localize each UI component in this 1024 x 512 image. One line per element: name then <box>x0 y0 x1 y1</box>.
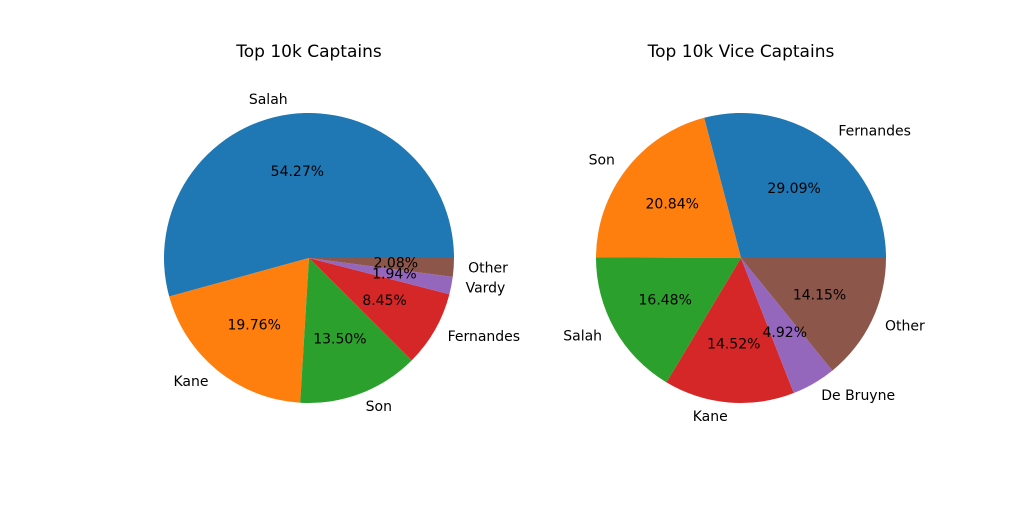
chart-title: Top 10k Captains <box>235 42 382 62</box>
pie-slice-other <box>741 258 886 371</box>
slice-percent-label: 20.84% <box>646 197 699 213</box>
pie-slice-fernandes <box>704 112 886 259</box>
pie-slice-vardy <box>309 258 453 295</box>
slice-label: Kane <box>693 409 728 425</box>
slice-percent-label: 54.27% <box>271 164 324 180</box>
slice-label: Vardy <box>466 280 506 296</box>
slice-label: Son <box>589 152 615 168</box>
pie-slice-son <box>300 258 412 403</box>
pie-slice-de-bruyne <box>741 258 833 394</box>
slice-percent-label: 29.09% <box>767 181 820 197</box>
pie-slice-fernandes <box>309 258 450 361</box>
pie-chart-captains: Top 10k Captains Salah 54.27% Kane 19.76% So… <box>164 42 520 415</box>
slice-label: Son <box>366 399 392 415</box>
slice-label: Salah <box>563 328 602 344</box>
pie-slice-salah <box>164 112 454 297</box>
pie-slice-kane <box>169 258 309 403</box>
slice-label: Other <box>468 260 508 276</box>
pie-slice-other <box>309 258 454 277</box>
pie-slice-kane <box>666 258 794 404</box>
slice-label: De Bruyne <box>821 388 895 404</box>
pie-chart-vice-captains: Top 10k Vice Captains Fernandes 29.09% Son… <box>563 42 925 425</box>
slice-percent-label: 13.50% <box>313 331 366 347</box>
slice-label: Other <box>885 319 925 335</box>
pie-slice-son <box>596 117 741 258</box>
chart-title: Top 10k Vice Captains <box>647 42 835 62</box>
slice-percent-label: 19.76% <box>227 318 280 334</box>
slice-percent-label: 4.92% <box>763 325 807 341</box>
slice-percent-label: 14.52% <box>707 337 760 353</box>
slice-percent-label: 14.15% <box>793 287 846 303</box>
slice-label: Kane <box>173 374 208 390</box>
slice-percent-label: 2.08% <box>374 256 418 272</box>
slice-percent-label: 1.94% <box>372 267 416 283</box>
slice-percent-label: 8.45% <box>362 293 406 309</box>
slice-label: Salah <box>249 92 288 108</box>
pie-slice-salah <box>595 257 741 383</box>
slice-percent-label: 16.48% <box>639 293 692 309</box>
slice-label: Fernandes <box>838 124 911 140</box>
slice-label: Fernandes <box>448 329 521 345</box>
